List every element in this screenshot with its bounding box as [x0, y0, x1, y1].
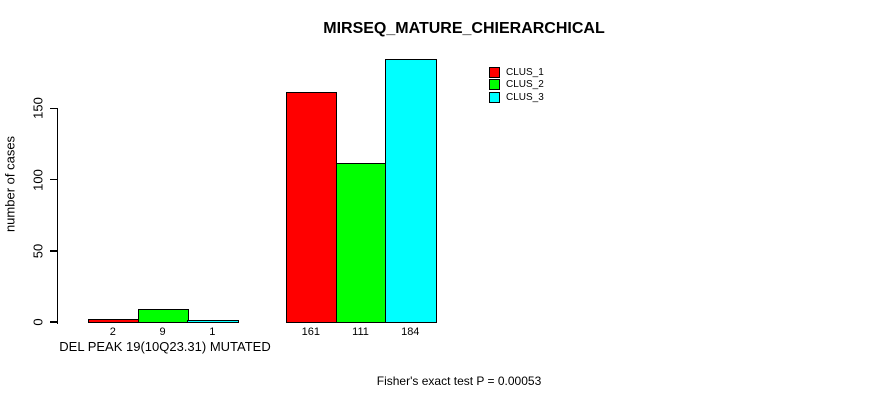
bar-clus_3-group1: [187, 320, 239, 323]
y-tick: [50, 321, 57, 323]
stat-annotation: Fisher's exact test P = 0.00053: [376, 374, 542, 388]
legend-entry: CLUS_1: [489, 66, 544, 78]
y-tick: [50, 178, 57, 181]
bar-clus_3-group2: [385, 59, 437, 323]
bar-value-label: 2: [109, 326, 116, 338]
x-axis-title: DEL PEAK 19(10Q23.31) MUTATED: [59, 339, 271, 354]
bar-value-label: 111: [352, 326, 369, 338]
y-axis-line: [56, 107, 58, 324]
legend-entry: CLUS_2: [489, 79, 544, 91]
y-tick-label: 0: [30, 318, 46, 326]
legend: CLUS_1 CLUS_2 CLUS_3: [489, 66, 599, 108]
bar-clus_1-group2: [286, 92, 338, 323]
y-tick-label: 150: [30, 97, 46, 120]
y-tick: [50, 250, 57, 252]
legend-swatch-clus_3: [489, 91, 500, 103]
legend-label: CLUS_3: [506, 91, 544, 103]
legend-label: CLUS_2: [506, 79, 544, 90]
bar-clus_2-group2: [335, 163, 387, 323]
y-tick-label: 50: [30, 243, 46, 258]
bar-clus_2-group1: [137, 308, 189, 323]
legend-label: CLUS_1: [506, 66, 544, 78]
bar-value-label: 161: [301, 326, 321, 338]
bar-value-label: 9: [159, 326, 166, 338]
chart-title: MIRSEQ_MATURE_CHIERARCHICAL: [323, 20, 605, 37]
bar-value-label: 1: [209, 326, 216, 338]
y-tick-label: 100: [30, 168, 46, 191]
bar-value-label: 184: [401, 326, 420, 338]
legend-swatch-clus_1: [489, 66, 500, 78]
legend-entry: CLUS_3: [489, 91, 544, 103]
legend-swatch-clus_2: [489, 79, 500, 90]
bar-clus_1-group1: [88, 318, 140, 323]
y-tick: [50, 107, 57, 109]
